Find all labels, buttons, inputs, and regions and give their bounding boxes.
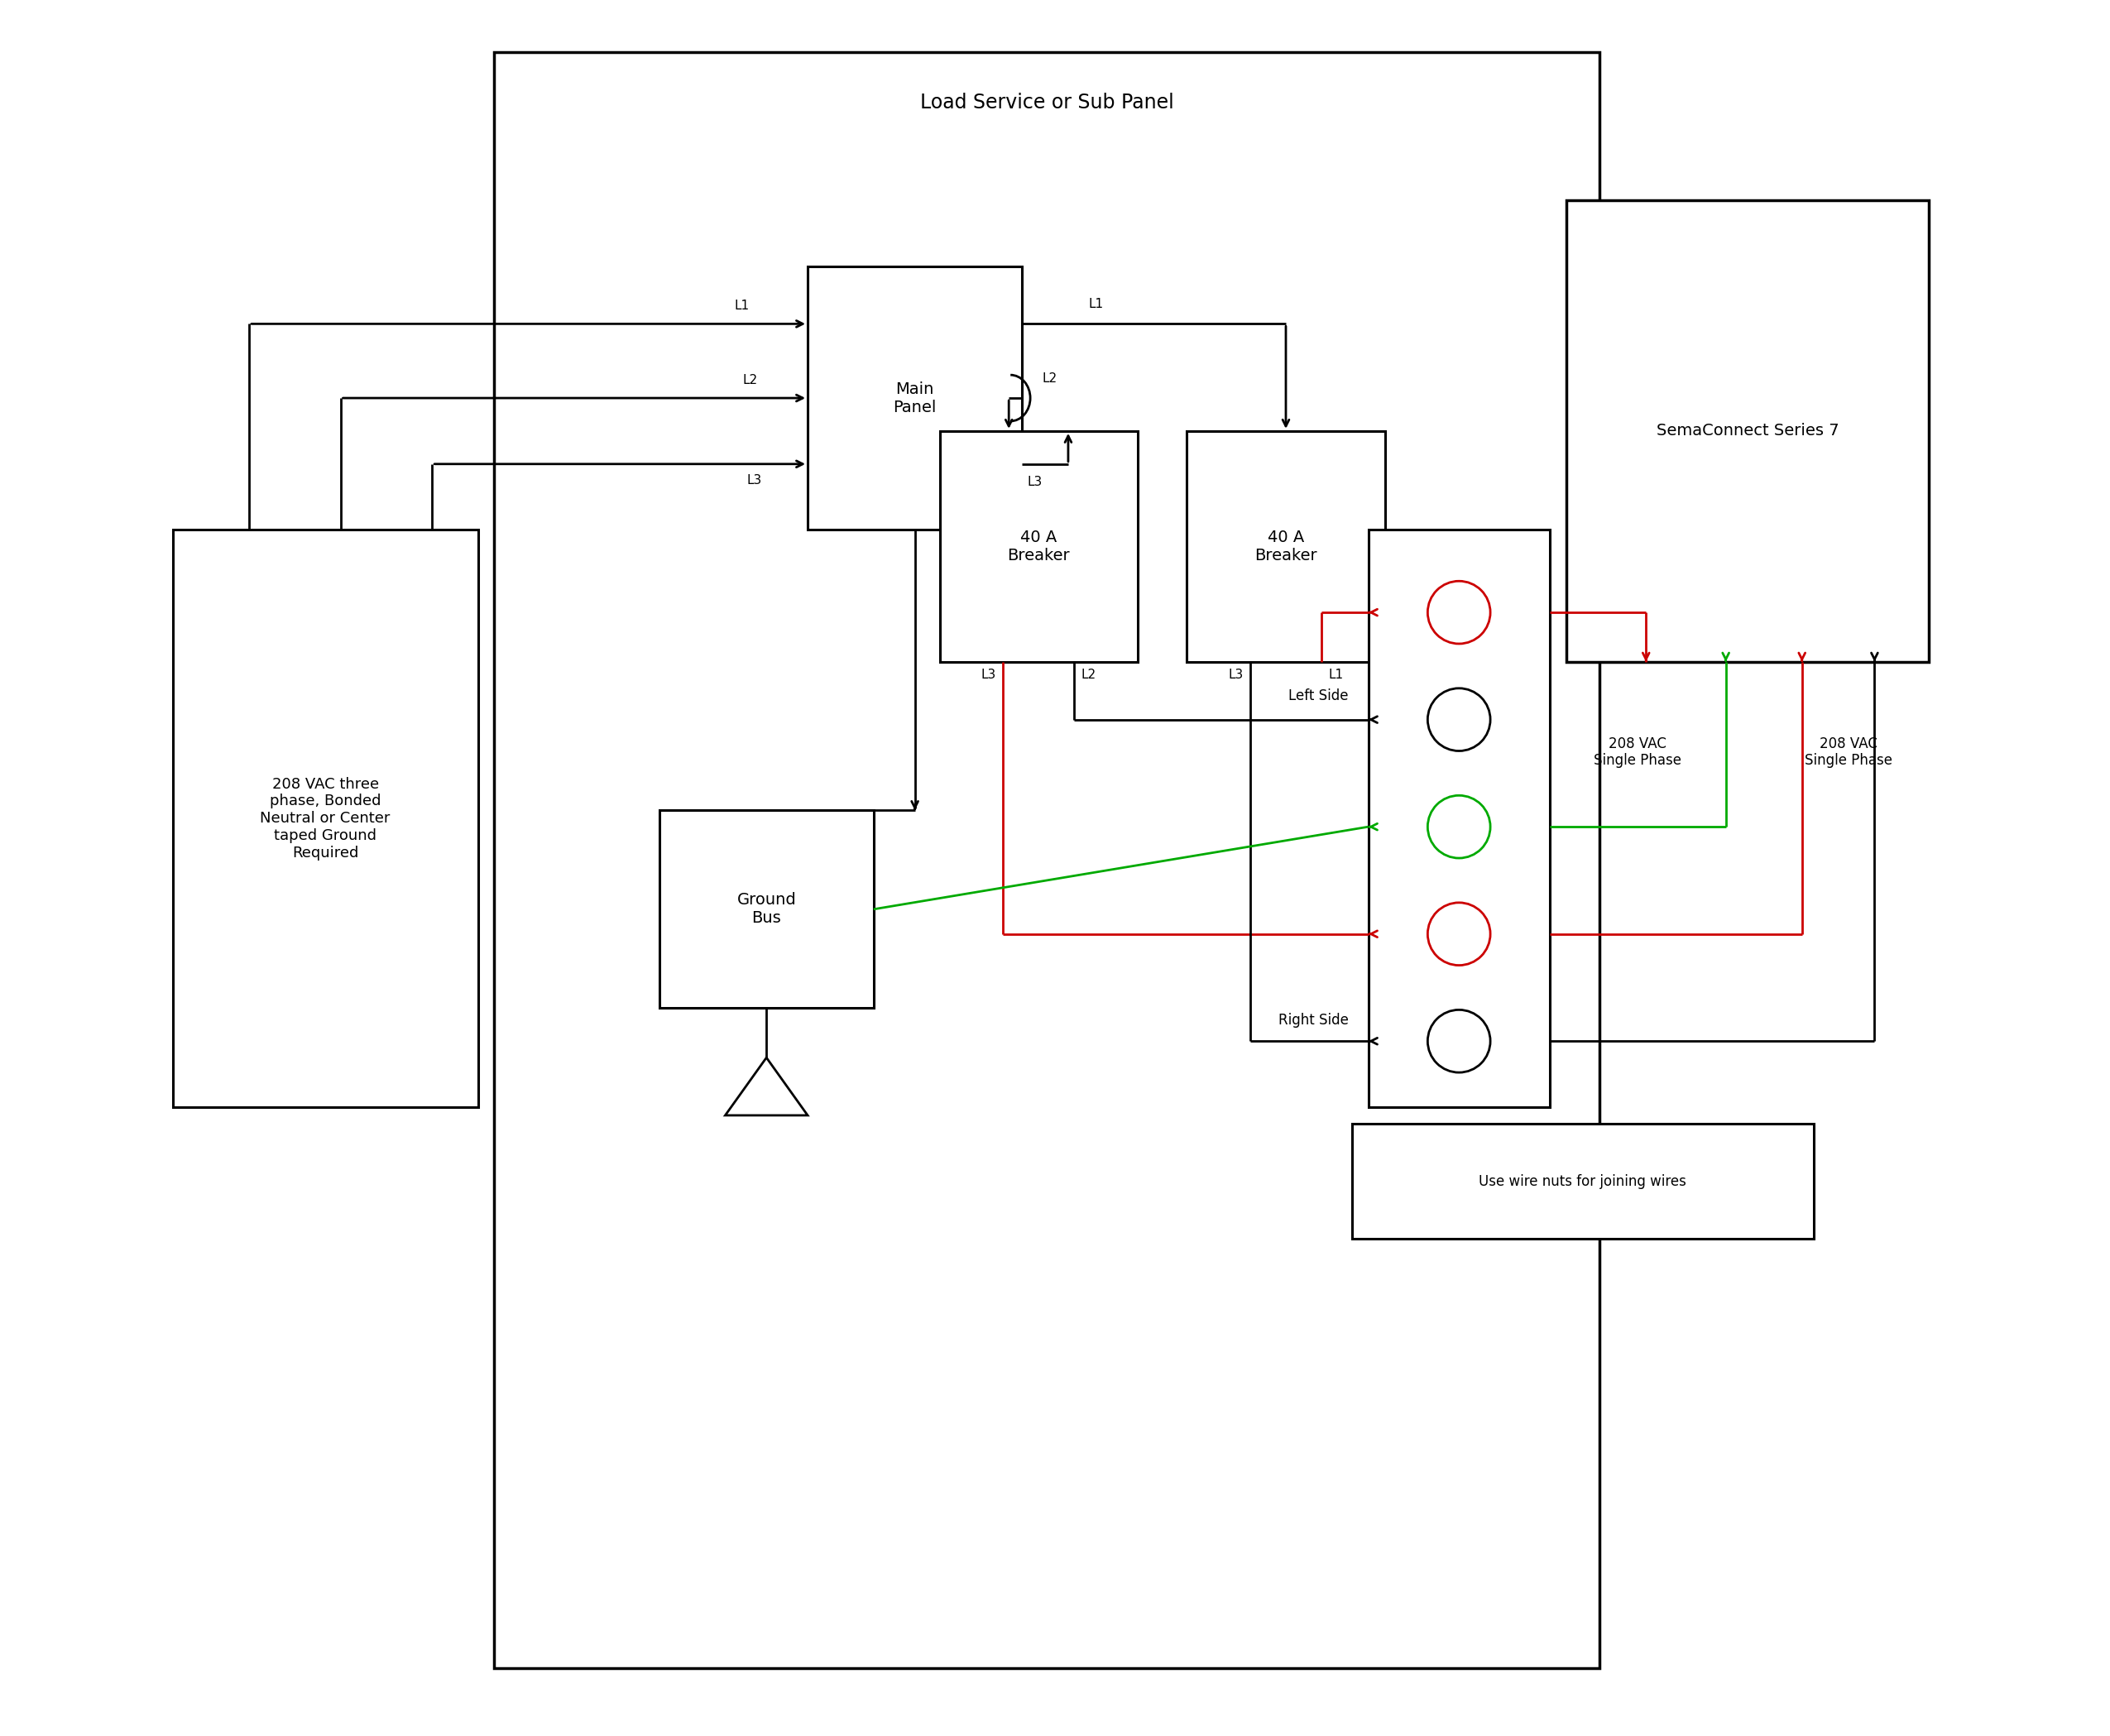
Circle shape (1428, 582, 1490, 644)
Text: Ground
Bus: Ground Bus (736, 892, 795, 927)
Text: 208 VAC
Single Phase: 208 VAC Single Phase (1804, 736, 1893, 769)
Text: Right Side: Right Side (1279, 1014, 1348, 1028)
Bar (1367, 529, 1549, 1108)
Text: 208 VAC
Single Phase: 208 VAC Single Phase (1593, 736, 1682, 769)
Text: L3: L3 (981, 668, 996, 681)
Text: Use wire nuts for joining wires: Use wire nuts for joining wires (1479, 1174, 1686, 1189)
Text: L1: L1 (734, 300, 749, 312)
Text: L2: L2 (743, 373, 757, 387)
Text: L1: L1 (1089, 299, 1104, 311)
Bar (808, 266, 1021, 529)
Text: 208 VAC three
phase, Bonded
Neutral or Center
taped Ground
Required: 208 VAC three phase, Bonded Neutral or C… (260, 776, 390, 861)
Bar (1353, 1123, 1812, 1240)
Circle shape (1428, 687, 1490, 752)
Text: Main
Panel: Main Panel (893, 382, 937, 415)
Circle shape (1428, 795, 1490, 858)
Circle shape (1428, 903, 1490, 965)
Text: L1: L1 (1327, 668, 1344, 681)
Text: 40 A
Breaker: 40 A Breaker (1006, 529, 1070, 564)
Bar (1188, 431, 1384, 661)
Text: L2: L2 (1080, 668, 1095, 681)
Text: L3: L3 (1028, 476, 1042, 488)
Text: Load Service or Sub Panel: Load Service or Sub Panel (920, 94, 1173, 113)
Bar (1566, 200, 1929, 661)
Circle shape (1428, 1010, 1490, 1073)
Bar (494, 52, 1599, 1668)
Bar (939, 431, 1137, 661)
Text: L3: L3 (1228, 668, 1243, 681)
Bar (173, 529, 477, 1108)
Text: L3: L3 (747, 474, 762, 486)
Text: Left Side: Left Side (1289, 687, 1348, 703)
Text: L2: L2 (1042, 373, 1057, 385)
Text: SemaConnect Series 7: SemaConnect Series 7 (1656, 424, 1838, 439)
Text: 40 A
Breaker: 40 A Breaker (1255, 529, 1317, 564)
Bar (658, 811, 874, 1009)
